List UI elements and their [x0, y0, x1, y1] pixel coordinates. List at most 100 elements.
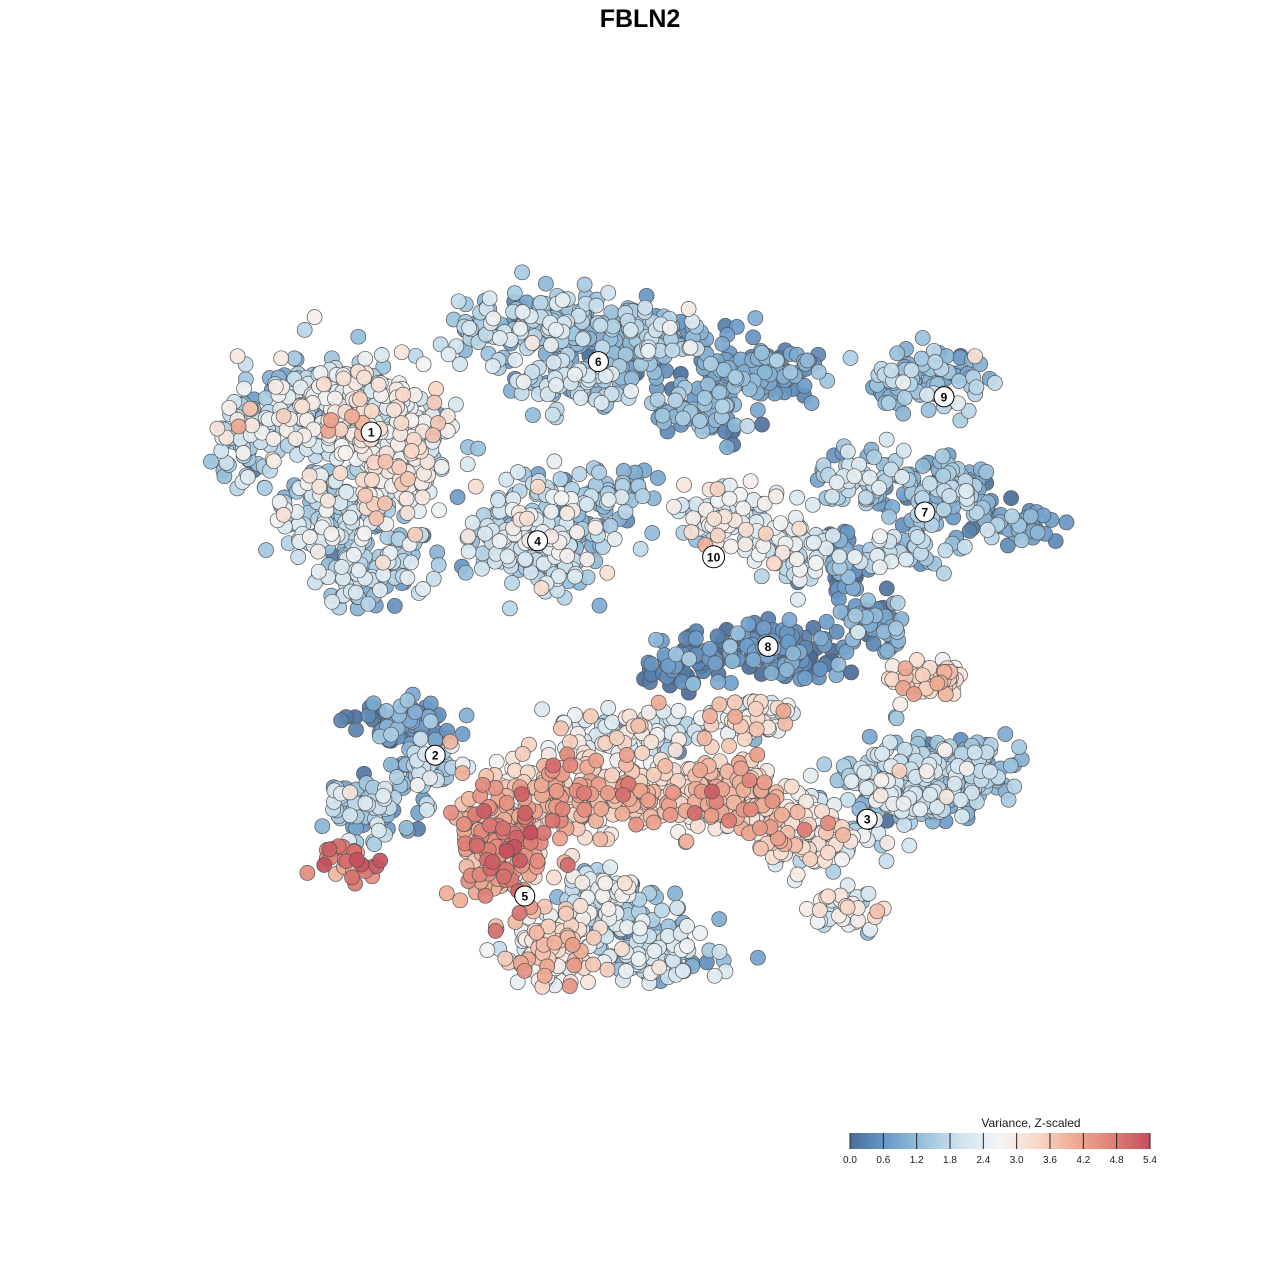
- scatter-point: [482, 817, 498, 834]
- scatter-point: [818, 613, 835, 630]
- scatter-point: [399, 692, 416, 709]
- scatter-point: [399, 505, 416, 521]
- scatter-point: [914, 667, 931, 684]
- scatter-point: [789, 489, 805, 506]
- scatter-point: [888, 710, 905, 727]
- scatter-point: [370, 376, 387, 393]
- scatter-point: [514, 304, 531, 320]
- scatter-point: [415, 356, 432, 373]
- scatter-point: [811, 902, 828, 919]
- cluster-label-6: 6: [587, 351, 609, 373]
- scatter-point: [951, 373, 967, 389]
- cluster-label-text: 7: [921, 506, 928, 520]
- scatter-point: [929, 675, 946, 692]
- scatter-point: [321, 841, 338, 858]
- scatter-point: [790, 591, 806, 608]
- legend-tick-label: 0.0: [843, 1155, 857, 1166]
- scatter-point: [301, 467, 318, 484]
- scatter-point: [514, 264, 530, 281]
- scatter-point: [832, 603, 849, 620]
- scatter-point: [808, 555, 824, 571]
- scatter-point: [891, 762, 908, 779]
- scatter-point: [727, 708, 744, 725]
- legend-tick-label: 4.2: [1076, 1155, 1090, 1166]
- scatter-point: [286, 350, 303, 367]
- scatter-point: [709, 628, 726, 645]
- scatter-point: [345, 547, 362, 563]
- scatter-point: [383, 726, 399, 743]
- cluster-label-text: 6: [595, 355, 602, 369]
- cluster-label-10: 10: [702, 545, 726, 569]
- scatter-point: [669, 899, 686, 916]
- scatter-point: [630, 717, 647, 734]
- scatter-point: [921, 475, 938, 492]
- scatter-point: [422, 713, 439, 730]
- scatter-point: [703, 807, 720, 824]
- scatter-point: [711, 911, 728, 927]
- scatter-point: [623, 383, 639, 399]
- scatter-point: [484, 854, 501, 870]
- scatter-point: [630, 951, 647, 967]
- scatter-point: [608, 730, 625, 746]
- scatter-point: [675, 410, 691, 427]
- scatter-point: [766, 555, 782, 572]
- scatter-point: [386, 402, 402, 418]
- scatter-point: [1022, 508, 1039, 525]
- scatter-point: [692, 925, 708, 941]
- scatter-point: [314, 818, 331, 835]
- scatter-point: [579, 551, 596, 568]
- scatter-point: [377, 495, 393, 512]
- scatter-point: [602, 518, 619, 534]
- cluster-label-3: 3: [856, 808, 878, 830]
- scatter-point: [645, 814, 662, 831]
- scatter-point: [290, 549, 307, 565]
- scatter-point: [737, 536, 754, 553]
- scatter-point: [898, 551, 914, 568]
- scatter-point: [554, 292, 571, 309]
- scatter-point: [689, 818, 706, 834]
- scatter-point: [719, 439, 735, 455]
- scatter-point: [213, 443, 230, 459]
- scatter-point: [491, 533, 508, 549]
- scatter-point: [806, 534, 822, 551]
- scatter-point: [648, 631, 664, 648]
- scatter-point: [724, 653, 741, 669]
- scatter-point: [475, 776, 491, 793]
- scatter-point: [831, 548, 848, 565]
- scatter-point: [457, 564, 474, 581]
- scatter-point: [440, 346, 457, 363]
- scatter-point: [458, 707, 475, 724]
- scatter-point: [485, 310, 502, 327]
- scatter-point: [548, 321, 564, 338]
- scatter-point: [846, 468, 863, 485]
- scatter-point: [615, 786, 631, 803]
- scatter-point: [614, 941, 630, 957]
- scatter-point: [399, 569, 416, 586]
- scatter-point: [978, 464, 995, 480]
- scatter-point: [741, 772, 758, 789]
- cluster-label-text: 1: [368, 426, 375, 440]
- scatter-point: [481, 290, 498, 307]
- scatter-point: [474, 560, 490, 577]
- scatter-point: [510, 464, 526, 480]
- scatter-point: [714, 336, 731, 352]
- scatter-point: [591, 464, 607, 481]
- scatter-point: [895, 442, 912, 459]
- scatter-point: [588, 297, 605, 314]
- cluster-label-text: 9: [941, 390, 948, 404]
- scatter-point: [564, 937, 581, 953]
- scatter-point: [873, 772, 890, 789]
- scatter-point: [265, 453, 282, 470]
- scatter-point: [775, 703, 792, 719]
- scatter-point: [519, 510, 535, 527]
- scatter-point: [442, 733, 459, 750]
- scatter-point: [600, 700, 617, 716]
- scatter-point: [507, 352, 524, 368]
- scatter-point: [764, 793, 781, 810]
- scatter-point: [431, 502, 447, 519]
- scatter-point: [470, 440, 486, 457]
- scatter-point: [709, 481, 726, 497]
- scatter-point: [727, 369, 744, 386]
- scatter-point: [878, 853, 895, 869]
- scatter-point: [850, 624, 866, 640]
